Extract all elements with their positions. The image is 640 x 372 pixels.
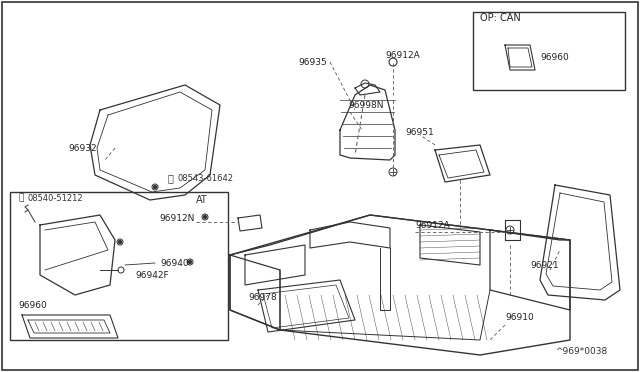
Text: 08540-51212: 08540-51212 <box>27 193 83 202</box>
Circle shape <box>187 259 193 265</box>
Circle shape <box>152 184 158 190</box>
Text: 96921: 96921 <box>530 260 559 269</box>
Bar <box>10 192 228 340</box>
Circle shape <box>204 215 207 218</box>
Circle shape <box>361 80 369 88</box>
Text: Ⓢ: Ⓢ <box>18 193 24 202</box>
Circle shape <box>189 260 191 263</box>
Circle shape <box>506 226 514 234</box>
Circle shape <box>118 241 122 244</box>
Circle shape <box>202 214 208 220</box>
Text: 96912A: 96912A <box>385 51 420 60</box>
Text: 96935: 96935 <box>298 58 327 67</box>
Bar <box>473 12 625 90</box>
Text: 96910: 96910 <box>505 314 534 323</box>
Circle shape <box>389 58 397 66</box>
Text: 96978: 96978 <box>248 294 276 302</box>
Text: AT: AT <box>196 195 208 205</box>
Circle shape <box>154 186 157 189</box>
Circle shape <box>117 239 123 245</box>
Text: 96998N: 96998N <box>348 100 383 109</box>
Circle shape <box>118 267 124 273</box>
Text: 08543-61642: 08543-61642 <box>178 173 234 183</box>
Text: ^969*0038: ^969*0038 <box>555 347 607 356</box>
Circle shape <box>389 168 397 176</box>
Text: 96912N: 96912N <box>159 214 195 222</box>
Text: Ⓢ: Ⓢ <box>167 173 173 183</box>
Text: 96912A: 96912A <box>415 221 450 230</box>
Text: 96932: 96932 <box>68 144 97 153</box>
Text: OP: CAN: OP: CAN <box>480 13 521 23</box>
Text: 96960: 96960 <box>18 301 47 310</box>
Text: 96951: 96951 <box>405 128 434 137</box>
Text: 96942F: 96942F <box>135 270 168 279</box>
Text: 96940: 96940 <box>160 259 189 267</box>
Text: 96960: 96960 <box>540 52 569 61</box>
